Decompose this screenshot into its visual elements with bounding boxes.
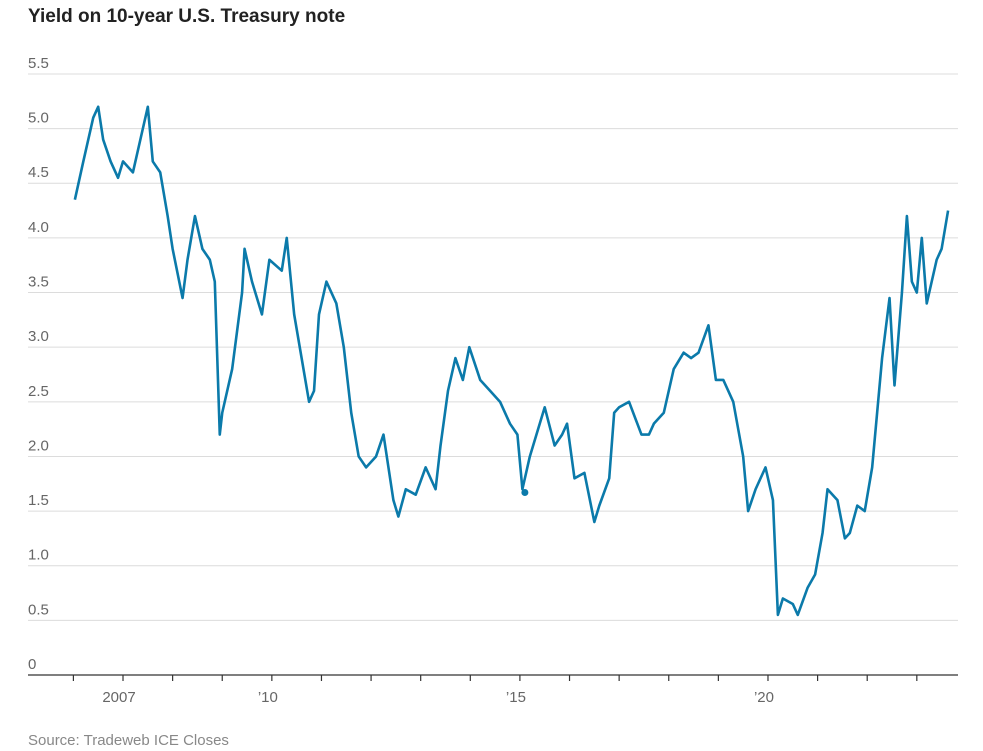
y-tick-label: 4.0 [28,219,49,236]
y-tick-label: 5.5 [28,55,49,72]
x-tick-label: ’20 [754,689,774,706]
y-tick-label: 5.0 [28,110,49,127]
x-tick-label: ’10 [258,689,278,706]
y-tick-label: 1.5 [28,492,49,509]
y-tick-label: 3.5 [28,274,49,291]
y-tick-label: 2.5 [28,383,49,400]
yield-line [73,105,950,617]
x-tick-label: ’15 [506,689,526,706]
y-tick-label: 1.0 [28,547,49,564]
y-tick-label: 3.0 [28,328,49,345]
y-tick-label: 4.5 [28,164,49,181]
y-tick-label: 0 [28,656,36,673]
y-tick-label: 2.0 [28,437,49,454]
source-note: Source: Tradeweb ICE Closes [28,732,229,749]
highlight-point [521,489,529,497]
x-tick-label: 2007 [102,689,135,706]
chart-title: Yield on 10-year U.S. Treasury note [28,6,345,27]
y-tick-label: 0.5 [28,601,49,618]
